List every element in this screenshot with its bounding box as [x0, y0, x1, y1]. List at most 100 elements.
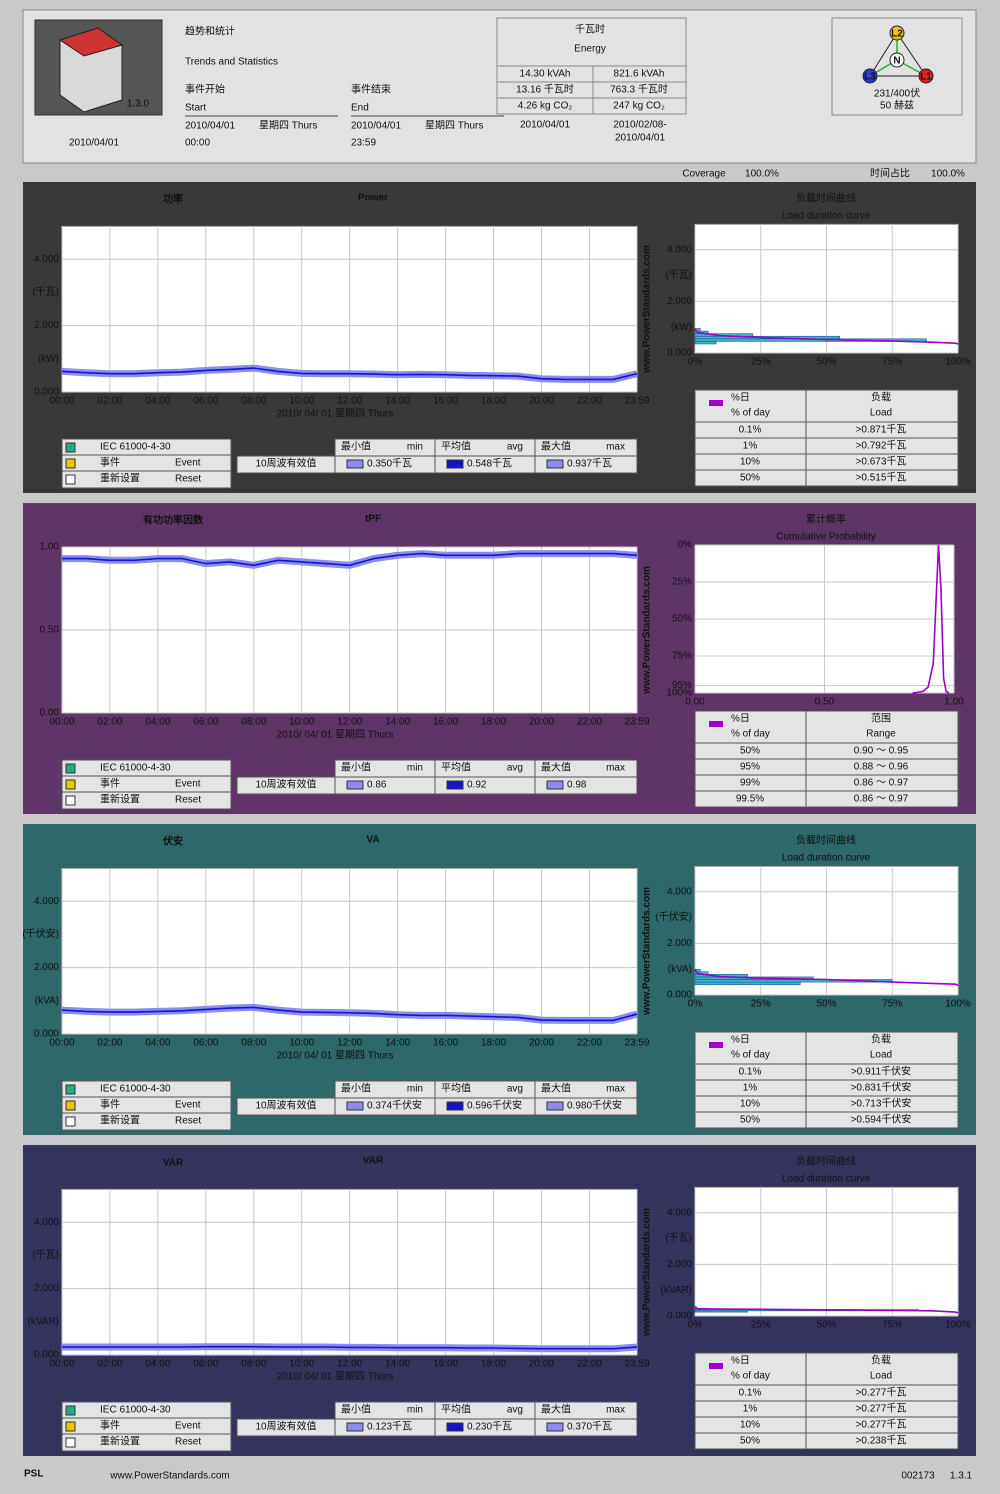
y-tick-label: 4.000: [34, 1217, 59, 1228]
stats-header-cn: 最大值: [541, 1403, 571, 1416]
legend-label-cn: 重新设置: [100, 1435, 140, 1448]
table-cell: >0.238千瓦: [856, 1435, 907, 1447]
table-cell: 99%: [740, 778, 760, 789]
x-axis-title: 2010/ 04/ 01 星期四 Thurs: [277, 1371, 394, 1383]
y-tick-label: 2.000: [34, 962, 59, 973]
x-tick-label: 0%: [688, 1320, 703, 1331]
legend-label-cn: 事件: [100, 1419, 120, 1432]
table-cell: 50%: [740, 746, 760, 757]
table-cell: 50%: [740, 1436, 760, 1447]
table-cell: 50%: [740, 1115, 760, 1126]
stats-header-en: min: [407, 442, 423, 453]
stats-header-cn: 最大值: [541, 1082, 571, 1095]
table-cell: 0.86 ～ 0.97: [854, 794, 909, 805]
logo-cube-top: [58, 27, 124, 57]
table-header-en: % of day: [731, 1371, 770, 1382]
x-tick-label: 08:00: [241, 396, 266, 407]
stats-header-cn: 最大值: [541, 761, 571, 774]
table-cell: 1%: [743, 1404, 758, 1415]
legend-box: [61, 1080, 232, 1131]
x-tick-label: 12:00: [337, 717, 362, 728]
stats-header-en: max: [606, 1084, 625, 1095]
x-tick-label: 0.00: [685, 697, 705, 708]
energy-title-cn: 千瓦时: [575, 24, 605, 36]
y-tick-label: 100%: [666, 688, 692, 699]
x-tick-label: 0.50: [815, 697, 835, 708]
table-cell: >0.277千瓦: [856, 1403, 907, 1415]
x-tick-label: 75%: [882, 357, 902, 368]
table-cell: 99.5%: [736, 794, 764, 805]
y-tick-label: 0.000: [667, 348, 692, 359]
stats-row-label: 10周波有效值: [255, 778, 316, 791]
energy-cell: [592, 97, 687, 115]
table-cell: >0.792千瓦: [856, 440, 907, 452]
stats-header-cn: 平均值: [441, 440, 471, 453]
stats-swatch: [546, 459, 564, 469]
panel-title-cn: 有功功率因数: [143, 514, 204, 527]
start-weekday: 星期四 Thurs: [259, 120, 317, 132]
x-tick-label: 22:00: [577, 396, 602, 407]
x-tick-label: 100%: [945, 1320, 971, 1331]
table-header-en: Range: [866, 729, 896, 740]
table-header-en: % of day: [731, 729, 770, 740]
energy-value: 4.26 kg CO₂: [518, 101, 573, 112]
unit-label: (kVAR): [661, 1285, 692, 1296]
footer-version: 1.3.1: [950, 1471, 973, 1482]
start-en: Start: [185, 103, 206, 114]
legend-box: [61, 438, 232, 489]
x-tick-label: 00:00: [49, 1038, 74, 1049]
stats-header-en: min: [407, 763, 423, 774]
legend-icon: [65, 1084, 76, 1095]
side-title-cn: 累计概率: [806, 513, 846, 526]
unit-label: (kW): [671, 322, 692, 333]
table-cell: 50%: [740, 473, 760, 484]
legend-label: IEC 61000-4-30: [100, 1084, 171, 1095]
table-header: [694, 1031, 959, 1065]
legend-label-cn: 事件: [100, 777, 120, 790]
legend-label-cn: 重新设置: [100, 1114, 140, 1127]
legend-icon: [65, 458, 76, 469]
stats-header-cn: 最小值: [341, 761, 371, 774]
side-title-cn: 负载时间曲线: [796, 192, 856, 205]
x-tick-label: 18:00: [481, 1359, 506, 1370]
legend-label-en: Event: [175, 1421, 201, 1432]
y-tick-label: 2.000: [34, 1283, 59, 1294]
stats-header-en: max: [606, 1405, 625, 1416]
x-axis-title: 2010/ 04/ 01 星期四 Thurs: [277, 408, 394, 420]
x-tick-label: 02:00: [97, 717, 122, 728]
stats-value: 0.980千伏安: [567, 1099, 622, 1112]
stats-value: 0.92: [467, 780, 487, 791]
stats-value: 0.123千瓦: [367, 1421, 412, 1433]
legend-label: IEC 61000-4-30: [100, 1405, 171, 1416]
table-row: [694, 1400, 959, 1418]
stats-value: 0.230千瓦: [467, 1421, 512, 1433]
x-tick-label: 100%: [945, 999, 971, 1010]
legend-icon: [65, 1421, 76, 1432]
phase-node: [889, 25, 905, 41]
table-row: [694, 774, 959, 792]
y-tick-label: 1.00: [40, 542, 60, 553]
x-tick-label: 12:00: [337, 1038, 362, 1049]
watermark: www.PowerStandards.com: [642, 887, 653, 1016]
x-tick-label: 08:00: [241, 1038, 266, 1049]
stats-value: 0.86: [367, 780, 387, 791]
x-tick-label: 23:59: [624, 717, 649, 728]
energy-box: [496, 17, 687, 67]
y-tick-label: 95%: [672, 680, 692, 691]
end-cn: 事件结束: [351, 83, 391, 96]
y-tick-label: 0.000: [34, 1350, 59, 1361]
x-tick-label: 18:00: [481, 717, 506, 728]
x-tick-label: 12:00: [337, 396, 362, 407]
legend-label-en: Reset: [175, 474, 201, 485]
x-tick-label: 25%: [751, 1320, 771, 1331]
y-tick-label: 0%: [678, 540, 693, 551]
table-cell: 0.1%: [739, 425, 762, 436]
stats-value: 0.937千瓦: [567, 458, 612, 470]
table-header-cn: %日: [731, 1035, 750, 1046]
duration-curve: [694, 1305, 959, 1314]
stats-row-label: 10周波有效值: [255, 457, 316, 470]
watermark: www.PowerStandards.com: [642, 566, 653, 695]
table-header-en: Load: [870, 1050, 892, 1061]
table-header-cn: %日: [731, 714, 750, 725]
